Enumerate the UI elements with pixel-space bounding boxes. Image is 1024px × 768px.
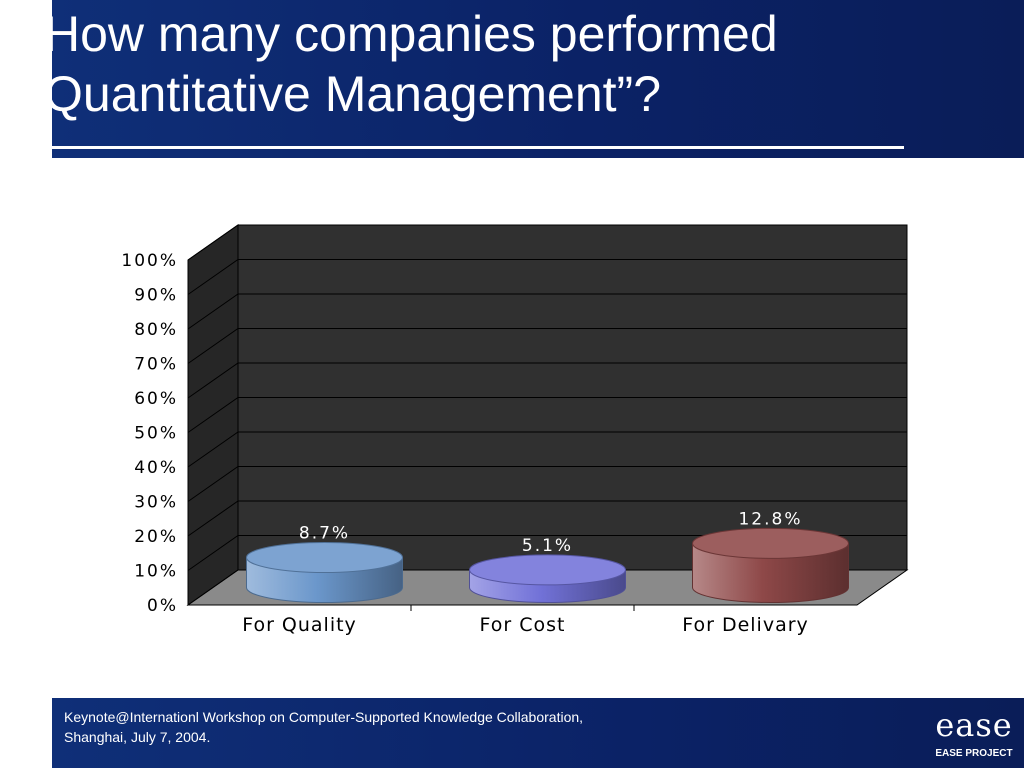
footer-band: Keynote@Internationl Workshop on Compute… xyxy=(52,698,1024,768)
gridline xyxy=(187,362,907,399)
gridline xyxy=(187,431,907,468)
gridline xyxy=(187,535,907,571)
bar-body xyxy=(692,542,849,603)
logo-text: EASE PROJECT xyxy=(935,748,1013,759)
y-tick-label: 90% xyxy=(134,286,178,306)
gridline xyxy=(187,500,907,537)
x-category-label: For Quality xyxy=(242,614,357,636)
y-tick-label: 50% xyxy=(134,424,178,444)
bar-top xyxy=(246,541,403,573)
y-tick-label: 80% xyxy=(134,320,178,340)
gridline xyxy=(187,569,907,606)
bar-top xyxy=(692,527,849,559)
gridline xyxy=(187,293,907,330)
y-tick-label: 70% xyxy=(134,355,178,375)
gridline xyxy=(187,224,907,261)
title-band: How many companies performed Quantitativ… xyxy=(52,0,1024,158)
logo-mark: ease xyxy=(935,706,1013,744)
footer-text: Keynote@Internationl Workshop on Compute… xyxy=(64,709,584,745)
x-category-label: For Delivary xyxy=(682,614,809,636)
y-tick-label: 20% xyxy=(134,527,178,547)
bar-for-cost xyxy=(469,554,626,603)
gridline xyxy=(187,397,907,433)
bar-chart: 0% 10% 20% 30% 40% 50% 60% 70% 80% 90% 100% 8.7% For… xyxy=(121,224,909,636)
y-tick-label: 60% xyxy=(134,389,178,409)
y-tick-label: 30% xyxy=(134,493,178,513)
title-underline xyxy=(52,146,904,149)
y-tick-label: 100% xyxy=(121,251,178,271)
ease-logo: ease EASE PROJECT xyxy=(934,708,1014,764)
bar-for-delivary xyxy=(692,527,849,603)
bar-top xyxy=(469,554,626,586)
slide-title: How many companies performed Quantitativ… xyxy=(52,6,778,122)
data-label: 5.1% xyxy=(522,536,573,556)
data-label: 12.8% xyxy=(738,509,802,529)
chart-area: 0% 10% 20% 30% 40% 50% 60% 70% 80% 90% 100% 8.7% For… xyxy=(100,215,920,645)
gridline xyxy=(187,328,907,364)
x-category-label: For Cost xyxy=(480,614,566,636)
gridline xyxy=(187,466,907,502)
data-label: 8.7% xyxy=(299,523,350,543)
bar-for-quality xyxy=(246,541,403,603)
y-tick-label: 0% xyxy=(147,596,178,616)
gridline xyxy=(187,259,907,295)
y-tick-label: 10% xyxy=(134,562,178,582)
y-tick-label: 40% xyxy=(134,458,178,478)
